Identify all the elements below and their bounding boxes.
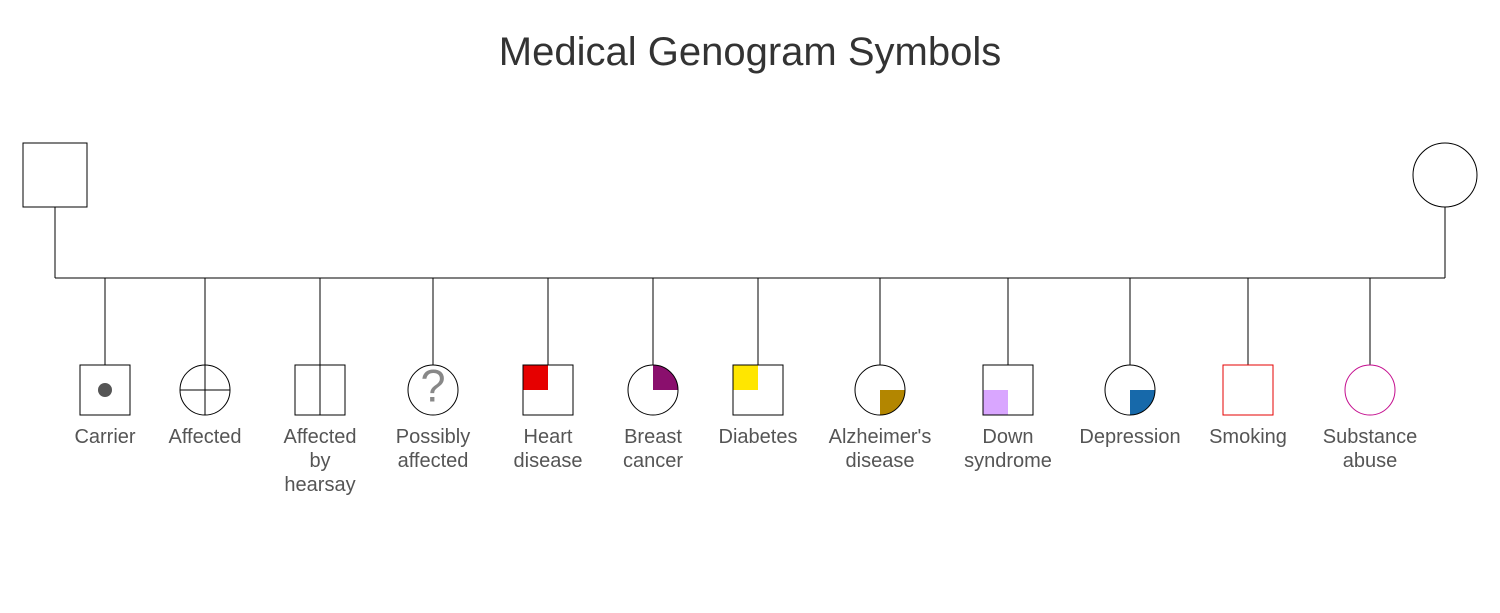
child-label-11: Substance abuse bbox=[1300, 425, 1440, 473]
diagram-canvas: Medical Genogram Symbols ? CarrierAffect… bbox=[0, 0, 1500, 613]
child-symbol-5 bbox=[628, 365, 678, 415]
child-symbol-4 bbox=[523, 365, 573, 415]
child-label-6: Diabetes bbox=[688, 425, 828, 449]
child-label-10: Smoking bbox=[1178, 425, 1318, 449]
child-symbol-1 bbox=[180, 365, 230, 415]
diagram-svg: ? bbox=[0, 0, 1500, 613]
child-symbol-10 bbox=[1223, 365, 1273, 415]
father-symbol bbox=[23, 143, 87, 207]
child-symbol-9 bbox=[1105, 365, 1155, 415]
child-symbol-2 bbox=[295, 365, 345, 415]
child-symbol-3: ? bbox=[408, 360, 458, 415]
child-label-8: Down syndrome bbox=[938, 425, 1078, 473]
child-symbol-6 bbox=[733, 365, 783, 415]
child-symbol-8 bbox=[983, 365, 1033, 415]
child-symbol-11 bbox=[1345, 365, 1395, 415]
svg-text:?: ? bbox=[420, 360, 445, 411]
child-symbol-7 bbox=[855, 365, 905, 415]
child-label-7: Alzheimer's disease bbox=[810, 425, 950, 473]
mother-symbol bbox=[1413, 143, 1477, 207]
child-symbol-0 bbox=[80, 365, 130, 415]
